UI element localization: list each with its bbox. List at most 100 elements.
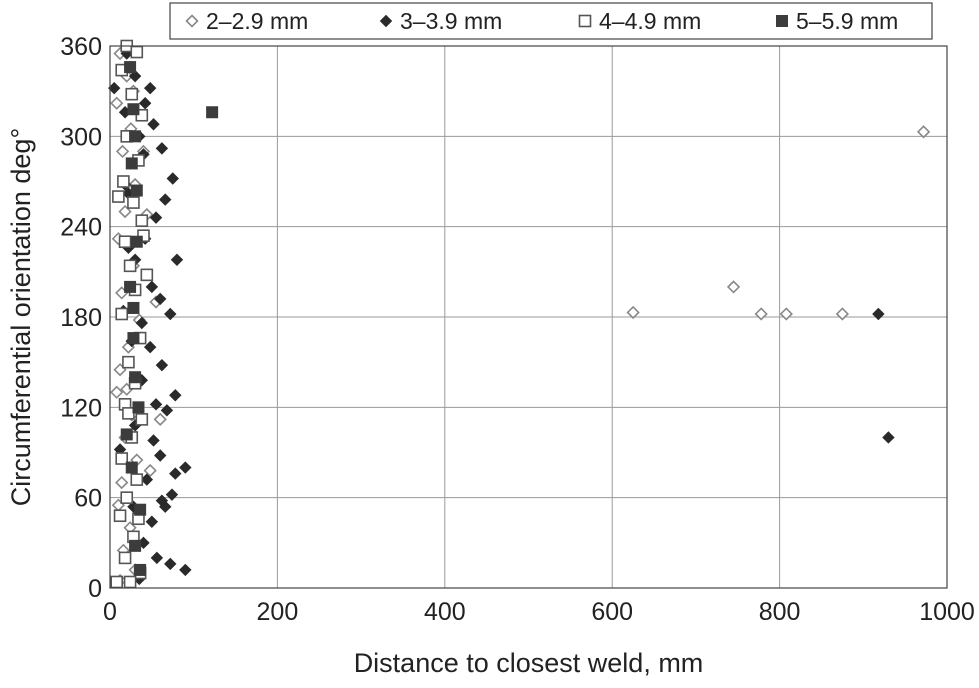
data-point xyxy=(132,401,145,414)
data-point xyxy=(115,452,129,465)
data-point xyxy=(154,449,167,462)
data-point xyxy=(578,14,592,28)
data-point xyxy=(872,307,885,321)
tick-labels: 0 200 400 600 800 1000 0 60 120 180 240 300 360 xyxy=(60,33,975,626)
data-point xyxy=(149,398,163,411)
data-point xyxy=(129,130,142,143)
data-point xyxy=(206,106,219,119)
data-point xyxy=(149,211,163,224)
data-point xyxy=(776,15,788,27)
series-square-open xyxy=(110,39,154,589)
data-point xyxy=(165,488,179,501)
data-point xyxy=(626,305,640,320)
data-point xyxy=(140,473,154,486)
data-point xyxy=(127,301,140,314)
legend-label: 4–4.9 mm xyxy=(599,8,701,34)
data-point xyxy=(166,172,179,185)
data-point xyxy=(120,428,133,441)
data-point xyxy=(145,515,159,528)
data-point xyxy=(916,125,931,139)
legend-box xyxy=(169,2,933,40)
data-point xyxy=(145,280,159,294)
legend-label: 3–3.9 mm xyxy=(400,8,502,34)
data-point xyxy=(135,214,149,227)
data-point xyxy=(118,235,132,249)
data-point xyxy=(115,475,129,490)
data-point xyxy=(135,316,149,330)
data-point xyxy=(130,45,144,59)
x-tick-label: 200 xyxy=(257,598,299,626)
data-point xyxy=(115,144,130,159)
data-point xyxy=(159,193,172,206)
data-point xyxy=(179,563,192,577)
y-tick-label: 120 xyxy=(60,394,102,422)
data-point xyxy=(754,307,768,321)
data-point xyxy=(164,307,177,321)
data-point xyxy=(835,307,850,321)
y-tick-label: 300 xyxy=(60,123,102,151)
data-point xyxy=(124,61,137,74)
data-point xyxy=(155,142,169,155)
data-point xyxy=(123,575,137,589)
data-point xyxy=(110,575,123,589)
data-point xyxy=(135,413,149,426)
data-point xyxy=(129,539,142,552)
data-point xyxy=(129,371,142,384)
data-point xyxy=(159,500,172,513)
data-point xyxy=(128,69,142,83)
data-point xyxy=(130,184,143,197)
y-axis-label: Circumferential orientation deg° xyxy=(6,128,36,507)
data-point xyxy=(110,385,124,399)
data-point xyxy=(169,467,182,480)
data-point xyxy=(122,355,135,369)
data-point xyxy=(122,407,135,420)
x-tick-label: 1000 xyxy=(919,598,975,626)
data-point xyxy=(143,81,157,95)
data-point xyxy=(147,434,160,447)
y-tick-label: 240 xyxy=(60,214,102,242)
data-point xyxy=(115,307,129,321)
data-point xyxy=(110,96,124,110)
data-point xyxy=(125,461,138,474)
y-tick-label: 360 xyxy=(60,33,102,61)
y-tick-label: 60 xyxy=(74,485,102,513)
data-point xyxy=(134,563,147,576)
data-point xyxy=(117,175,130,188)
data-point xyxy=(164,557,177,571)
data-point xyxy=(130,473,144,486)
legend-label: 2–2.9 mm xyxy=(206,8,308,34)
y-tick-label: 180 xyxy=(60,304,102,332)
data-point xyxy=(130,235,143,248)
data-point xyxy=(123,259,137,273)
data-point xyxy=(120,491,134,504)
data-point xyxy=(127,332,140,345)
data-point xyxy=(118,551,132,565)
plot-frame xyxy=(109,45,948,589)
data-point xyxy=(882,431,895,444)
data-point xyxy=(779,307,793,321)
data-point xyxy=(138,97,152,110)
data-point xyxy=(127,196,140,209)
data-point xyxy=(143,340,157,354)
data-point xyxy=(154,292,167,306)
data-point xyxy=(379,14,393,28)
data-point xyxy=(179,461,192,474)
data-point xyxy=(185,14,199,28)
data-point xyxy=(125,157,138,170)
legend: 2–2.9 mm 3–3.9 mm 4–4.9 mm 5–5.9 mm xyxy=(169,2,933,40)
data-point xyxy=(150,551,164,565)
data-point xyxy=(135,108,149,122)
data-point xyxy=(125,87,139,101)
data-point xyxy=(124,280,137,293)
data-point xyxy=(160,404,174,417)
data-point xyxy=(134,503,147,516)
grid xyxy=(110,46,947,588)
data-point xyxy=(143,463,157,478)
data-point xyxy=(153,412,167,427)
data-point xyxy=(169,389,182,402)
series-square xyxy=(120,61,219,576)
data-point xyxy=(113,509,127,523)
data-point xyxy=(140,268,154,282)
